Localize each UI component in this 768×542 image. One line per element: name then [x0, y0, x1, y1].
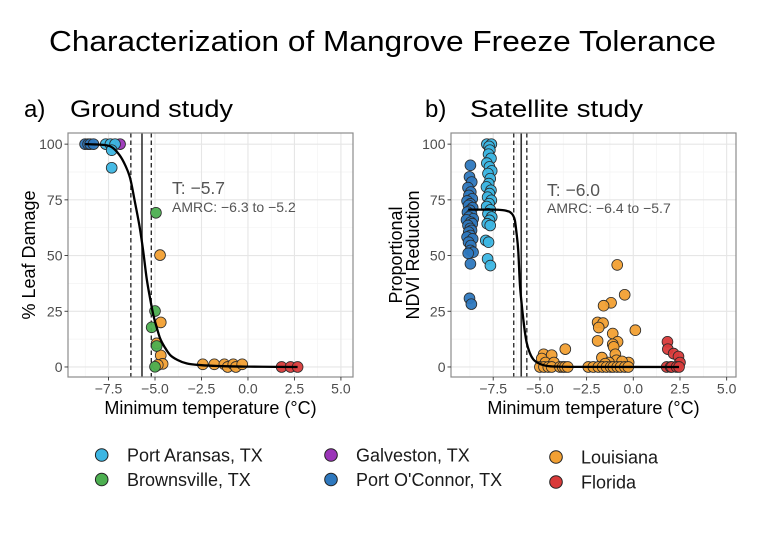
fit-curve	[85, 142, 298, 369]
legend-item-louisiana: Louisiana	[549, 448, 659, 468]
data-point-brownsville-tx	[150, 340, 163, 352]
y-tick-label: 75	[430, 192, 446, 208]
legend: Port Aransas, TX Brownsville, TX Galvest…	[94, 446, 659, 493]
legend-label: Port Aransas, TX	[127, 446, 263, 466]
amrc-annotation: AMRC: −6.3 to −5.2	[172, 199, 296, 215]
legend-label: Louisiana	[581, 448, 659, 468]
threshold-annotation: T: −5.7	[172, 178, 225, 198]
data-point-louisiana	[618, 288, 631, 301]
y-tick-label: 25	[47, 303, 63, 319]
satellite-study-title: Satellite study	[470, 96, 643, 123]
panel-border	[450, 132, 737, 378]
series-port-aransas-tx	[479, 138, 498, 272]
x-tick-label: 0.0	[624, 381, 644, 397]
x-tick-label: −5.0	[526, 381, 554, 397]
x-tick-label: −5.0	[141, 381, 169, 397]
y-tick-label: 50	[430, 248, 446, 264]
threshold-annotation: T: −6.0	[547, 180, 600, 200]
data-point-port-aransas-tx	[105, 161, 118, 174]
panel-b-label: b)	[425, 96, 446, 123]
legend-key-circle-icon	[549, 475, 563, 489]
y-axis-title: % Leaf Damage	[19, 190, 39, 319]
x-tick-label: −2.5	[188, 381, 216, 397]
series-louisiana	[534, 259, 642, 373]
data-point-louisiana	[611, 259, 624, 271]
data-point-louisiana	[559, 343, 572, 355]
y-tick-label: 100	[39, 136, 63, 152]
data-point-port-o-connor-tx	[464, 159, 477, 172]
data-point-brownsville-tx	[150, 206, 162, 219]
data-point-port-o-connor-tx	[462, 247, 474, 260]
x-tick-label: 2.5	[670, 381, 690, 397]
panel-background	[451, 133, 736, 377]
data-point-louisiana	[208, 358, 221, 371]
legend-key-circle-icon	[324, 472, 338, 487]
y-axis-title: Proportional	[386, 206, 406, 303]
legend-key-circle-icon	[324, 448, 338, 462]
legend-label: Florida	[581, 473, 637, 493]
y-axis-title: NDVI Reduction	[403, 190, 423, 319]
data-point-brownsville-tx	[149, 360, 161, 373]
data-point-louisiana	[592, 321, 605, 334]
ground-study-title: Ground study	[70, 96, 233, 123]
panel-a-label: a)	[24, 96, 45, 123]
ground-study-plot: −7.5 −5.0 −2.5 0.0 2.5 5.0 0 25 50 75 100 Minimum t…	[19, 132, 354, 418]
amrc-annotation: AMRC: −6.4 to −5.7	[547, 200, 671, 216]
legend-label: Port O'Connor, TX	[356, 470, 502, 490]
legend-key-circle-icon	[94, 448, 109, 462]
y-tick-label: 0	[55, 359, 63, 375]
x-tick-label: 5.0	[331, 381, 351, 397]
x-tick-label: 0.0	[238, 381, 258, 397]
y-tick-label: 25	[430, 303, 446, 319]
data-point-port-aransas-tx	[484, 259, 497, 272]
panel-background	[68, 133, 353, 377]
y-tick-label: 100	[422, 136, 446, 152]
figure-title: Characterization of Mangrove Freeze Tole…	[49, 26, 716, 58]
y-tick-label: 50	[47, 248, 63, 264]
x-axis-title: Minimum temperature (°C)	[104, 398, 316, 418]
data-point-louisiana	[629, 324, 642, 337]
data-point-port-aransas-tx	[482, 236, 495, 248]
x-axis-title: Minimum temperature (°C)	[487, 398, 699, 418]
data-point-louisiana	[591, 335, 604, 347]
fit-curve	[468, 208, 680, 369]
x-tick-label: 2.5	[285, 381, 305, 397]
legend-label: Brownsville, TX	[127, 470, 251, 490]
legend-item-brownsville: Brownsville, TX	[94, 470, 251, 490]
data-point-port-o-connor-tx	[465, 298, 478, 310]
x-tick-label: −7.5	[479, 381, 507, 397]
legend-key-circle-icon	[549, 450, 563, 464]
legend-item-port-aransas: Port Aransas, TX	[94, 446, 263, 466]
data-point-louisiana	[154, 249, 166, 261]
y-tick-label: 75	[47, 192, 63, 208]
legend-item-galveston: Galveston, TX	[324, 446, 470, 466]
series-port-o-connor-tx	[460, 159, 480, 310]
data-point-port-o-connor-tx	[464, 257, 477, 270]
data-point-port-aransas-tx	[105, 144, 118, 156]
x-tick-label: −2.5	[573, 381, 601, 397]
data-point-port-aransas-tx	[484, 219, 497, 232]
legend-key-circle-icon	[94, 472, 109, 487]
y-tick-label: 0	[438, 359, 446, 375]
legend-label: Galveston, TX	[356, 446, 470, 466]
x-tick-label: 5.0	[717, 381, 737, 397]
panel-border	[67, 132, 354, 378]
legend-item-port-oconnor: Port O'Connor, TX	[324, 470, 502, 490]
data-point-louisiana	[597, 299, 610, 312]
legend-item-florida: Florida	[549, 473, 637, 493]
x-tick-label: −7.5	[95, 381, 123, 397]
data-point-louisiana	[236, 358, 249, 371]
satellite-study-plot: −7.5 −5.0 −2.5 0.0 2.5 5.0 0 25 50 75 100 Minimum t…	[386, 132, 737, 418]
